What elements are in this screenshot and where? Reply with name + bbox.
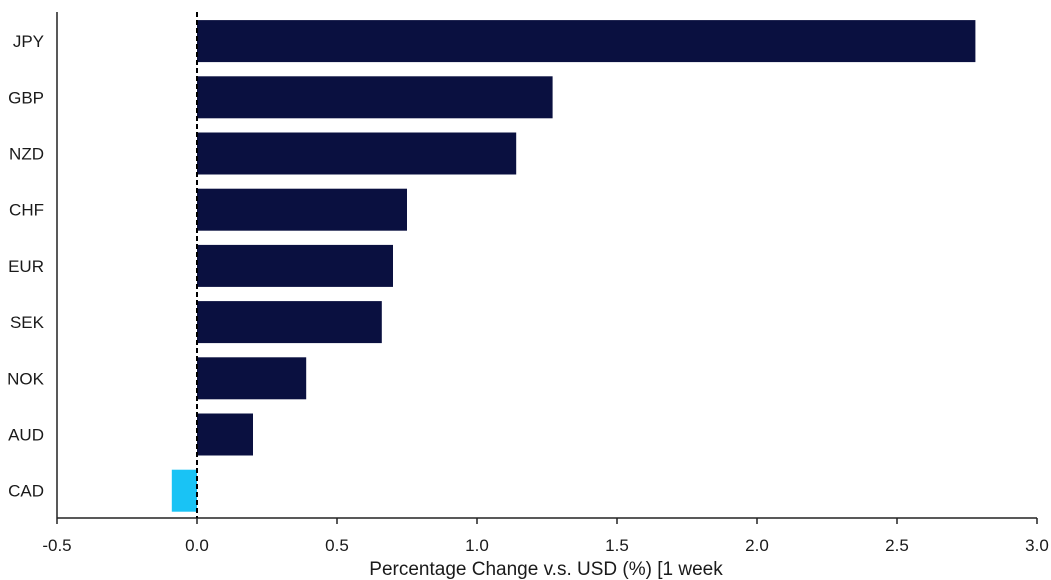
x-tick-label: 3.0 [1025,536,1049,555]
y-axis [56,12,198,518]
x-axis: -0.5 0.0 0.5 1.0 1.5 2.0 2.5 3.0 [42,517,1049,555]
x-tick-label: 1.0 [465,536,489,555]
category-label-gbp: GBP [8,88,44,107]
x-tick-label: 1.5 [605,536,629,555]
bars-group [171,20,976,512]
bar-jpy [197,20,976,63]
category-label-nzd: NZD [9,145,44,164]
x-tick-label: 0.0 [185,536,209,555]
x-tick-label: 0.5 [325,536,349,555]
x-axis-title: Percentage Change v.s. USD (%) [1 week [369,559,723,580]
category-label-sek: SEK [10,313,45,332]
category-label-eur: EUR [8,257,44,276]
bar-aud [197,413,253,456]
bar-chf [197,188,407,231]
category-label-aud: AUD [8,426,44,445]
x-tick-label: 2.5 [885,536,909,555]
category-label-chf: CHF [9,201,44,220]
category-labels-group: JPY GBP NZD CHF EUR SEK NOK AUD CAD [7,32,45,501]
bar-nzd [197,132,517,175]
bar-cad [171,469,197,512]
x-tick-label: -0.5 [42,536,71,555]
bar-sek [197,301,382,344]
category-label-cad: CAD [8,482,44,501]
category-label-nok: NOK [7,369,45,388]
category-label-jpy: JPY [13,32,44,51]
x-tick-label: 2.0 [745,536,769,555]
bar-nok [197,357,307,400]
bar-eur [197,244,393,287]
bar-gbp [197,76,553,119]
